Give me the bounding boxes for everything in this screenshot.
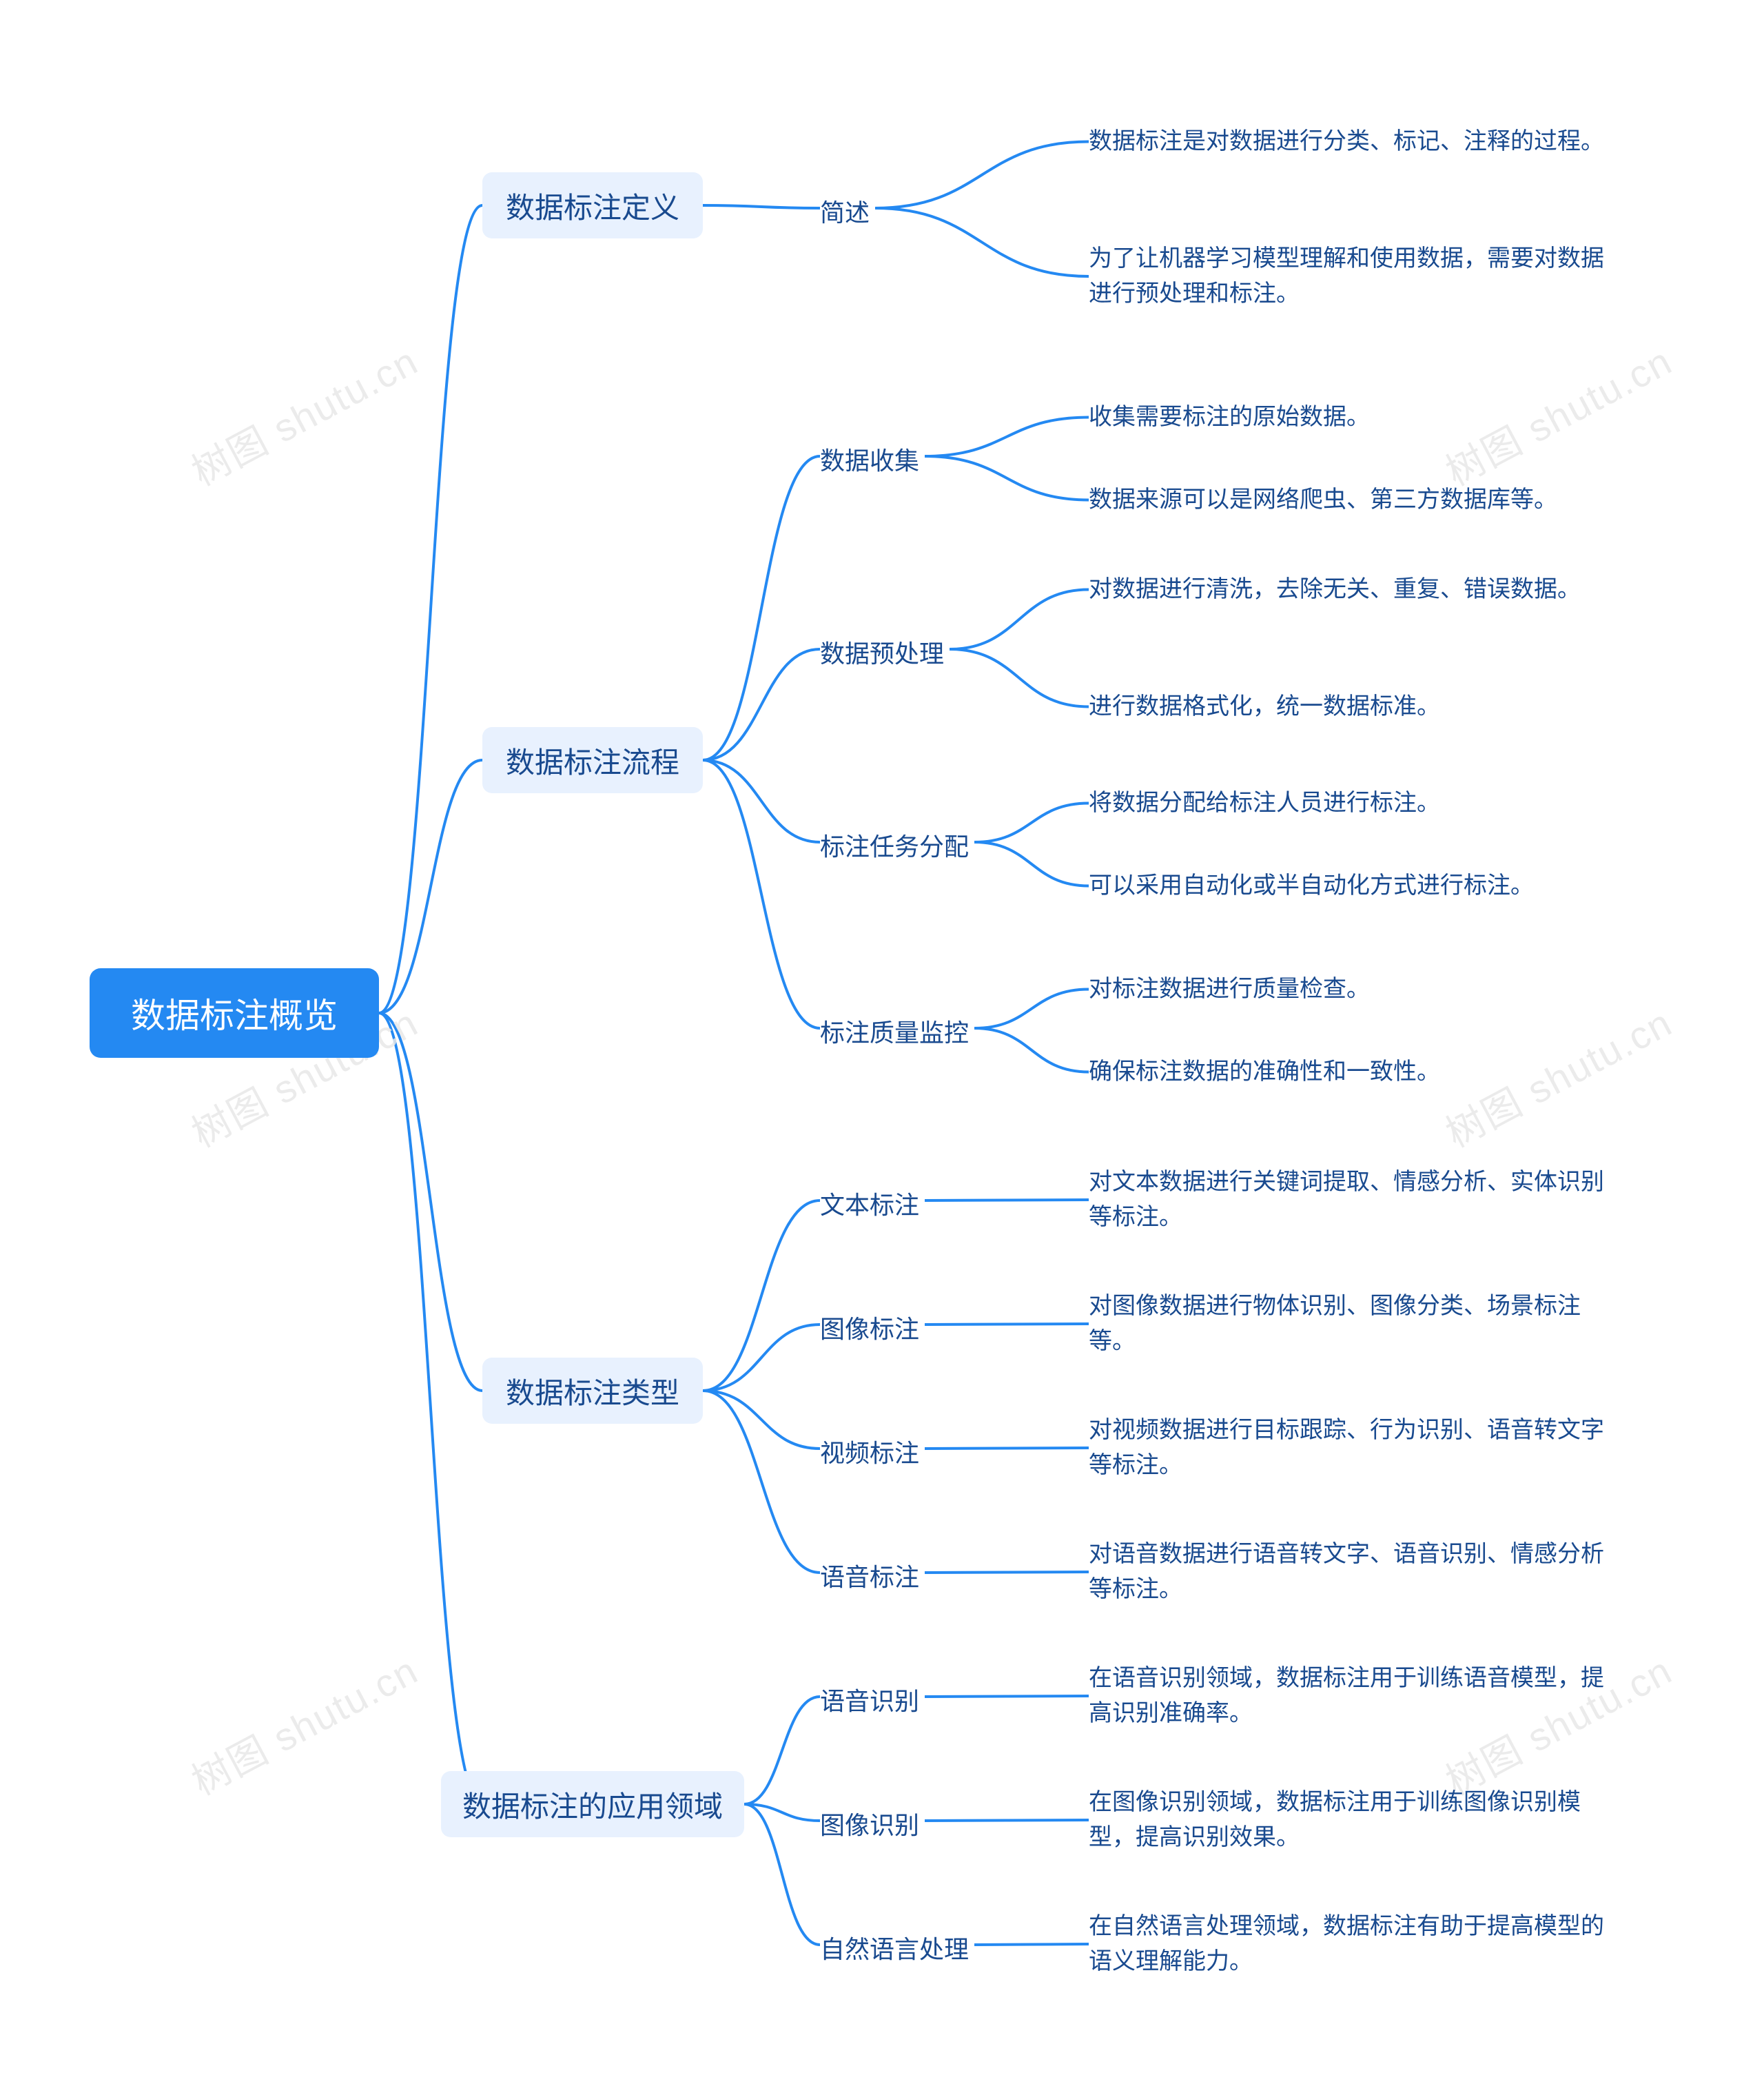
mindmap-subnode[interactable]: 数据收集: [820, 441, 919, 477]
mindmap-branch[interactable]: 数据标注的应用领域: [441, 1771, 744, 1837]
mindmap-branch[interactable]: 数据标注流程: [482, 727, 703, 793]
mindmap-leaf: 数据来源可以是网络爬虫、第三方数据库等。: [1089, 482, 1557, 518]
mindmap-leaf: 对图像数据进行物体识别、图像分类、场景标注等。: [1089, 1289, 1612, 1359]
watermark: 树图 shutu.cn: [1435, 992, 1681, 1158]
mindmap-subnode[interactable]: 标注质量监控: [820, 1013, 969, 1049]
mindmap-root[interactable]: 数据标注概览: [90, 968, 379, 1058]
watermark: 树图 shutu.cn: [1435, 331, 1681, 497]
mindmap-leaf: 进行数据格式化，统一数据标准。: [1089, 689, 1440, 724]
mindmap-leaf: 对语音数据进行语音转文字、语音识别、情感分析等标注。: [1089, 1537, 1612, 1607]
mindmap-subnode[interactable]: 自然语言处理: [820, 1930, 969, 1965]
mindmap-subnode[interactable]: 文本标注: [820, 1185, 919, 1221]
watermark: 树图 shutu.cn: [181, 1640, 427, 1806]
mindmap-branch[interactable]: 数据标注定义: [482, 172, 703, 238]
mindmap-leaf: 确保标注数据的准确性和一致性。: [1089, 1054, 1440, 1090]
mindmap-leaf: 在自然语言处理领域，数据标注有助于提高模型的语义理解能力。: [1089, 1909, 1612, 1979]
mindmap-subnode[interactable]: 简述: [820, 193, 870, 229]
mindmap-leaf: 数据标注是对数据进行分类、标记、注释的过程。: [1089, 124, 1604, 159]
mindmap-leaf: 对视频数据进行目标跟踪、行为识别、语音转文字等标注。: [1089, 1413, 1612, 1483]
mindmap-leaf: 为了让机器学习模型理解和使用数据，需要对数据进行预处理和标注。: [1089, 241, 1612, 311]
mindmap-subnode[interactable]: 标注任务分配: [820, 827, 969, 863]
mindmap-subnode[interactable]: 语音标注: [820, 1557, 919, 1593]
mindmap-subnode[interactable]: 图像识别: [820, 1806, 919, 1841]
mindmap-subnode[interactable]: 图像标注: [820, 1309, 919, 1345]
mindmap-leaf: 将数据分配给标注人员进行标注。: [1089, 786, 1440, 821]
mindmap-subnode[interactable]: 数据预处理: [820, 634, 944, 670]
watermark: 树图 shutu.cn: [181, 331, 427, 497]
mindmap-leaf: 可以采用自动化或半自动化方式进行标注。: [1089, 868, 1534, 903]
mindmap-branch[interactable]: 数据标注类型: [482, 1358, 703, 1424]
mindmap-subnode[interactable]: 语音识别: [820, 1682, 919, 1717]
mindmap-leaf: 在语音识别领域，数据标注用于训练语音模型，提高识别准确率。: [1089, 1661, 1612, 1731]
mindmap-leaf: 在图像识别领域，数据标注用于训练图像识别模型，提高识别效果。: [1089, 1785, 1612, 1855]
mindmap-leaf: 对标注数据进行质量检查。: [1089, 972, 1370, 1007]
mindmap-leaf: 对文本数据进行关键词提取、情感分析、实体识别等标注。: [1089, 1165, 1612, 1235]
mindmap-leaf: 对数据进行清洗，去除无关、重复、错误数据。: [1089, 572, 1581, 607]
mindmap-leaf: 收集需要标注的原始数据。: [1089, 400, 1370, 435]
mindmap-subnode[interactable]: 视频标注: [820, 1433, 919, 1469]
